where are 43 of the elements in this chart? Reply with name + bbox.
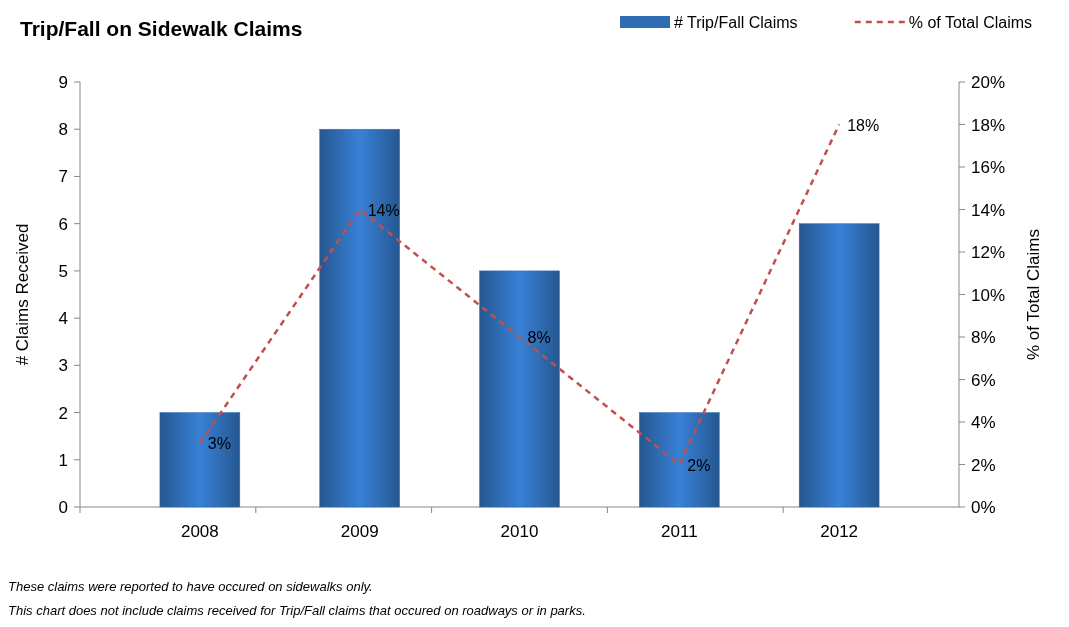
chart-title: Trip/Fall on Sidewalk Claims [20, 17, 303, 40]
y2-tick-label: 8% [971, 328, 996, 347]
text: These claims were reported to have occured on sidewalks only. [8, 579, 373, 594]
y-tick-label: 5 [58, 261, 68, 281]
data-label: 2% [687, 456, 711, 474]
y-tick-label: 2 [58, 403, 68, 423]
y2-tick-label: 20% [971, 73, 1006, 92]
y2-tick-label: 2% [971, 455, 996, 475]
bar [798, 223, 880, 508]
x-tick-label: 2008 [180, 522, 219, 541]
y-tick-label: 4 [58, 309, 68, 329]
bar [159, 412, 241, 508]
y2-tick-label: 18% [971, 115, 1006, 135]
x-tick-label: 2010 [500, 522, 539, 541]
y-tick-label: 9 [58, 73, 68, 92]
y2-tick-label: 12% [971, 243, 1006, 262]
y-tick-label: 1 [58, 450, 68, 470]
y2-tick-label: 10% [971, 285, 1006, 305]
data-label: 18% [847, 116, 880, 134]
legend-label: % of Total Claims [908, 14, 1033, 31]
y-tick-label: 8 [58, 120, 68, 140]
bar [479, 270, 560, 508]
y2-tick-label: 6% [971, 370, 996, 390]
data-label: 8% [527, 329, 551, 346]
data-label: 3% [207, 435, 231, 453]
x-tick-label: 2012 [820, 522, 859, 541]
y-tick-label: 7 [58, 167, 68, 187]
x-tick-label: 2009 [340, 522, 379, 541]
data-label: 14% [367, 201, 400, 219]
text: This chart does not include claims received for Trip/Fall claims that occured on roadways or in parks. [8, 603, 586, 618]
bar [319, 128, 400, 508]
legend-label: # Trip/Fall Claims [674, 14, 798, 31]
y2-axis-title: % of Total Claims [1024, 228, 1043, 361]
y2-tick-label: 0% [971, 498, 996, 517]
y-tick-label: 3 [58, 356, 68, 376]
y-tick-label: 6 [58, 214, 68, 234]
y2-tick-label: 14% [971, 200, 1006, 220]
y2-tick-label: 16% [971, 158, 1006, 177]
y2-tick-label: 4% [971, 413, 996, 432]
y-axis-title: # Claims Received [13, 223, 32, 366]
y-tick-label: 0 [58, 498, 68, 517]
x-tick-label: 2011 [661, 522, 698, 541]
bar [639, 412, 720, 508]
